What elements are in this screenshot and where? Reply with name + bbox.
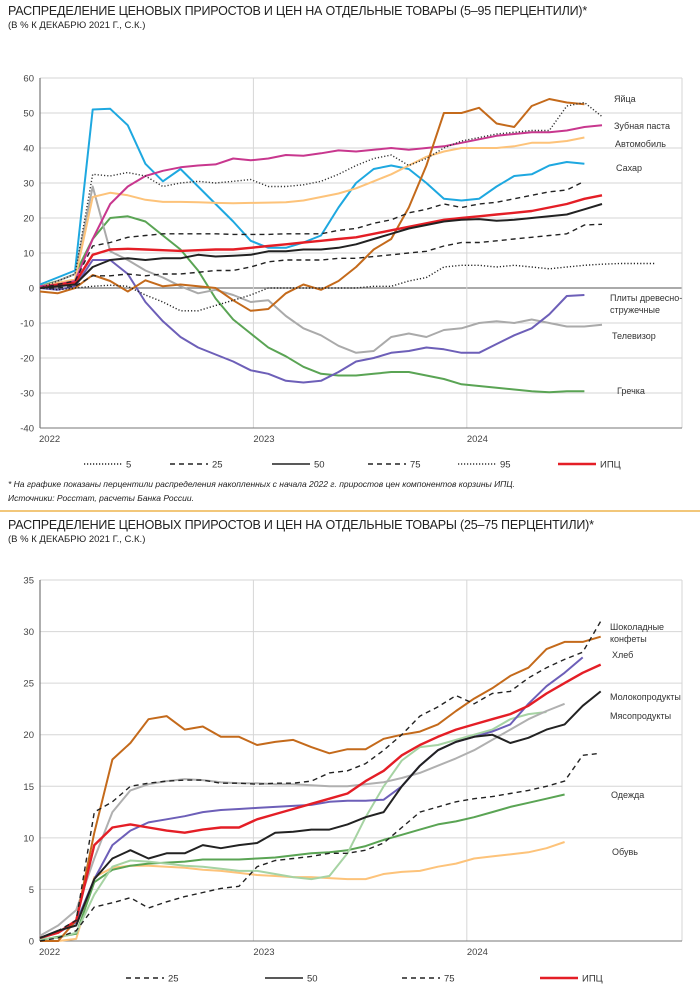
y-tick-label: 10 bbox=[23, 249, 34, 260]
y-tick-label: 30 bbox=[23, 179, 34, 190]
legend-label-50: 50 bbox=[307, 974, 318, 985]
chart2-subtitle: (В % К ДЕКАБРЮ 2021 Г., С.К.) bbox=[8, 534, 146, 545]
series-line-75 bbox=[39, 180, 585, 289]
legend-label-50: 50 bbox=[314, 460, 325, 471]
y-tick-label: 15 bbox=[23, 782, 34, 793]
series-label-шоколадные-конфеты: конфеты bbox=[610, 634, 647, 644]
legend-label-25: 25 bbox=[168, 974, 179, 985]
legend-label-ипц: ИПЦ bbox=[582, 974, 603, 985]
series-line-плиты-древесно-стружечные bbox=[39, 259, 585, 384]
y-tick-label: 60 bbox=[23, 74, 34, 85]
series-line-25 bbox=[39, 752, 601, 942]
legend-label-75: 75 bbox=[410, 460, 421, 471]
series-line-хлеб bbox=[39, 656, 584, 939]
footnote: * На графике показаны перцентили распред… bbox=[8, 479, 515, 489]
chart1-subtitle: (В % К ДЕКАБРЮ 2021 Г., С.К.) bbox=[8, 20, 146, 31]
y-tick-label: 30 bbox=[23, 627, 34, 638]
y-tick-label: 0 bbox=[29, 937, 34, 948]
series-line-зубная-паста bbox=[39, 124, 603, 288]
series-label-гречка: Гречка bbox=[617, 386, 645, 396]
series-line-50 bbox=[39, 690, 602, 939]
series-label-телевизор: Телевизор bbox=[612, 331, 656, 341]
x-tick-label: 2023 bbox=[253, 947, 274, 958]
series-line-гречка bbox=[39, 215, 585, 394]
series-line-яйца bbox=[39, 98, 585, 312]
series-line-мясопродукты bbox=[39, 711, 547, 940]
x-tick-label: 2023 bbox=[253, 434, 274, 445]
x-tick-label: 2024 bbox=[467, 947, 488, 958]
chart2-title: РАСПРЕДЕЛЕНИЕ ЦЕНОВЫХ ПРИРОСТОВ И ЦЕН НА… bbox=[8, 518, 594, 532]
x-tick-label: 2024 bbox=[467, 434, 488, 445]
y-tick-label: 25 bbox=[23, 679, 34, 690]
series-label-плиты-древесно-стружечные: стружечные bbox=[610, 305, 660, 315]
series-line-автомобиль bbox=[39, 136, 585, 288]
y-tick-label: 0 bbox=[29, 284, 34, 295]
y-tick-label: -10 bbox=[20, 319, 34, 330]
series-label-мясопродукты: Мясопродукты bbox=[610, 711, 671, 721]
legend-label-95: 95 bbox=[500, 460, 511, 471]
x-tick-label: 2022 bbox=[39, 947, 60, 958]
series-line-шоколадные-конфеты bbox=[40, 635, 601, 942]
series-line-50 bbox=[39, 203, 603, 289]
series-label-молокопродукты: Молокопродукты bbox=[610, 692, 681, 702]
legend-label-ипц: ИПЦ bbox=[600, 460, 621, 471]
y-tick-label: -30 bbox=[20, 389, 34, 400]
y-tick-label: 35 bbox=[23, 576, 34, 587]
series-label-одежда: Одежда bbox=[611, 790, 644, 800]
series-label-шоколадные-конфеты: Шоколадные bbox=[610, 622, 664, 632]
series-line-5 bbox=[39, 262, 655, 312]
y-tick-label: 5 bbox=[29, 885, 34, 896]
series-line-75 bbox=[39, 620, 602, 939]
sources-note: Источники: Росстат, расчеты Банка России… bbox=[8, 493, 194, 503]
chart1-svg: 60 50 40 30 20 10 0 -10 -20 -30 -40 2022 2023 2024 Яйц… bbox=[20, 74, 683, 471]
y-tick-label: -20 bbox=[20, 354, 34, 365]
series-label-плиты-древесно-стружечные: Плиты древесно- bbox=[610, 293, 682, 303]
y-tick-label: 10 bbox=[23, 833, 34, 844]
legend-label-5: 5 bbox=[126, 460, 131, 471]
series-label-автомобиль: Автомобиль bbox=[615, 139, 666, 149]
series-line-сахар bbox=[39, 107, 585, 286]
series-line-ипц bbox=[39, 194, 603, 290]
series-line-одежда bbox=[39, 793, 565, 941]
series-line-телевизор bbox=[39, 185, 603, 354]
series-label-яйца: Яйца bbox=[614, 94, 636, 104]
series-label-сахар: Сахар bbox=[616, 163, 642, 173]
y-tick-label: 20 bbox=[23, 214, 34, 225]
series-label-хлеб: Хлеб bbox=[612, 650, 633, 660]
y-tick-label: -40 bbox=[20, 424, 34, 435]
section-separator bbox=[0, 510, 700, 512]
x-tick-label: 2022 bbox=[39, 434, 60, 445]
y-tick-label: 40 bbox=[23, 144, 34, 155]
y-tick-label: 50 bbox=[23, 109, 34, 120]
series-line-ипц bbox=[39, 663, 602, 940]
series-label-обувь: Обувь bbox=[612, 847, 638, 857]
series-label-зубная-паста: Зубная паста bbox=[614, 121, 670, 131]
series-line-молокопродукты bbox=[39, 702, 565, 937]
legend-label-25: 25 bbox=[212, 460, 223, 471]
chart1-title: РАСПРЕДЕЛЕНИЕ ЦЕНОВЫХ ПРИРОСТОВ И ЦЕН НА… bbox=[8, 4, 587, 18]
legend-label-75: 75 bbox=[444, 974, 455, 985]
y-tick-label: 20 bbox=[23, 730, 34, 741]
